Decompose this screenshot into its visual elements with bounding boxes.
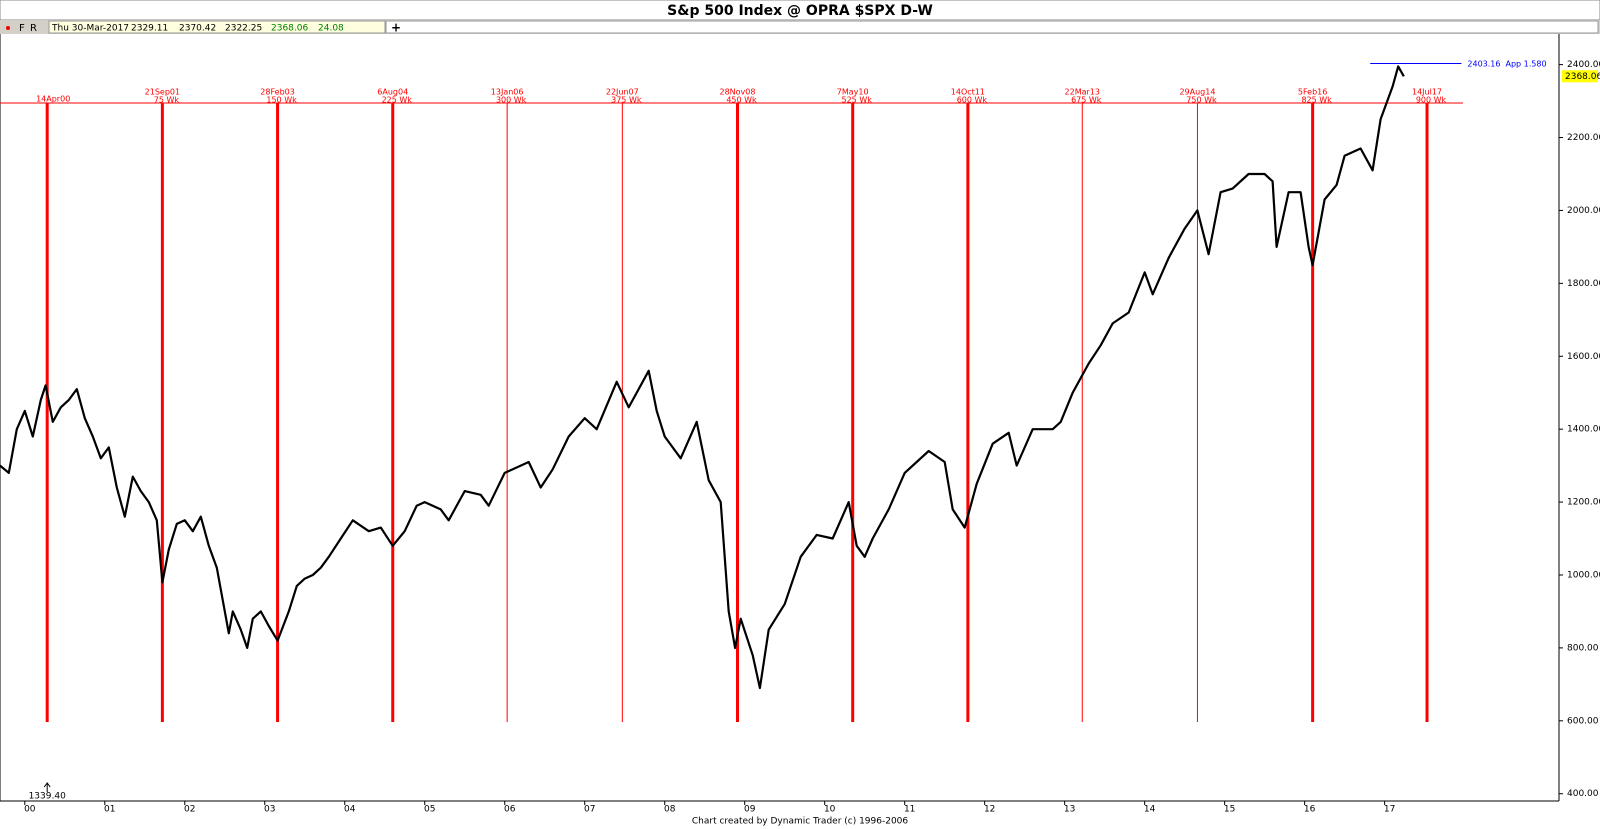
y-tick-label: 400.00	[1567, 789, 1599, 799]
cycle-date: 28Nov08	[720, 88, 756, 97]
cycle-date: 6Aug04	[377, 88, 408, 97]
bar-open: 2329.11	[131, 24, 168, 34]
x-tick-label: 03	[264, 805, 275, 815]
cycle-weeks: 450 Wk	[726, 96, 757, 105]
cycle-weeks: 900 Wk	[1416, 96, 1447, 105]
last-price-box	[1562, 70, 1598, 83]
info-box	[48, 20, 386, 34]
x-tick-label: 07	[584, 805, 595, 815]
cycle-date: 5Feb16	[1298, 88, 1327, 97]
x-tick-label: 02	[184, 805, 195, 815]
x-tick-label: 15	[1224, 805, 1235, 815]
target-label: 2403.16 App 1.580	[1467, 59, 1546, 68]
cycle-date: 29Aug14	[1179, 88, 1215, 97]
x-tick-label: 08	[664, 805, 676, 815]
cycle-weeks: 375 Wk	[611, 96, 642, 105]
x-tick-label: 04	[344, 805, 356, 815]
cycle-date: 14Jul17	[1412, 88, 1442, 97]
footer: Chart created by Dynamic Trader (c) 1996…	[692, 817, 909, 827]
x-tick-label: 05	[424, 805, 435, 815]
tab-strip	[385, 20, 1599, 34]
y-tick-label: 2000.00	[1567, 206, 1600, 216]
cycle-weeks: 750 Wk	[1186, 96, 1217, 105]
marker-label: 1339.40	[29, 792, 66, 802]
price-line	[0, 65, 1405, 690]
y-tick-label: 1800.00	[1567, 279, 1600, 289]
toolbar-button[interactable]: F	[19, 23, 25, 34]
x-tick-label: 11	[904, 805, 915, 815]
y-tick-label: 800.00	[1567, 643, 1599, 653]
cycle-date: 14Oct11	[951, 88, 985, 97]
x-tick-label: 01	[104, 805, 115, 815]
target-price: 2403.16	[1467, 59, 1500, 68]
add-button[interactable]: +	[391, 21, 401, 35]
cycle-date: 21Sep01	[145, 88, 180, 97]
x-tick-label: 14	[1144, 805, 1156, 815]
cycle-weeks: 225 Wk	[382, 96, 413, 105]
last-price-label: 2368.06	[1565, 72, 1600, 82]
bar-high: 2370.42	[179, 24, 216, 34]
cycle-date: 28Feb03	[260, 88, 295, 97]
x-tick-label: 17	[1384, 805, 1395, 815]
cycle-weeks: 825 Wk	[1301, 96, 1332, 105]
x-tick-label: 06	[504, 805, 516, 815]
y-tick-label: 1000.00	[1567, 570, 1600, 580]
cycle-date: 14Apr00	[36, 95, 70, 104]
x-tick-label: 13	[1064, 805, 1075, 815]
x-tick-label: 10	[824, 805, 836, 815]
x-tick-label: 16	[1304, 805, 1316, 815]
x-tick-label: 12	[984, 805, 995, 815]
y-tick-label: 2400.00	[1567, 60, 1600, 70]
status-dot	[6, 26, 10, 30]
x-tick-label: 00	[24, 805, 36, 815]
bar-low: 2322.25	[225, 24, 262, 34]
target-text: App 1.580	[1506, 59, 1547, 68]
cycle-date: 13Jan06	[491, 88, 524, 97]
cycle-date: 7May10	[837, 88, 869, 97]
marker-head	[43, 782, 51, 788]
cycle-weeks: 150 Wk	[266, 96, 297, 105]
x-tick-label: 09	[744, 805, 756, 815]
cycle-weeks: 525 Wk	[842, 96, 873, 105]
y-tick-label: 1600.00	[1567, 352, 1600, 362]
y-tick-label: 600.00	[1567, 716, 1599, 726]
cycle-weeks: 600 Wk	[957, 96, 988, 105]
cycle-weeks: 300 Wk	[496, 96, 527, 105]
bar-date: Thu 30-Mar-2017	[51, 24, 129, 34]
cycle-weeks: 75 Wk	[154, 96, 180, 105]
bar-change: 24.08	[318, 24, 344, 34]
cycle-weeks: 675 Wk	[1071, 96, 1102, 105]
cycle-date: 22Mar13	[1065, 88, 1100, 97]
y-tick-label: 2200.00	[1567, 133, 1600, 143]
bar-close: 2368.06	[271, 24, 308, 34]
chart-title: S&p 500 Index @ OPRA $SPX D-W	[667, 3, 933, 19]
toolbar-button[interactable]: R	[30, 23, 37, 34]
cycle-date: 22Jun07	[606, 88, 639, 97]
y-tick-label: 1200.00	[1567, 498, 1600, 508]
y-tick-label: 1400.00	[1567, 425, 1600, 435]
